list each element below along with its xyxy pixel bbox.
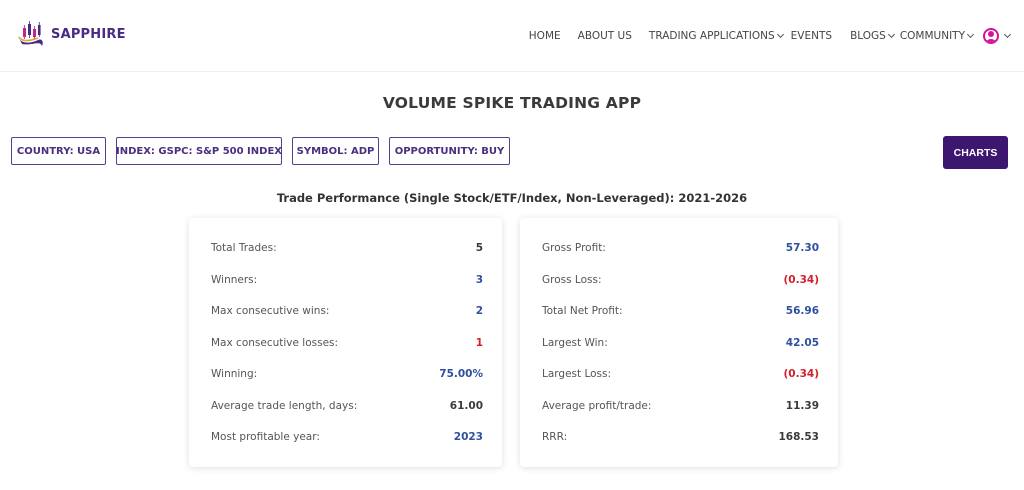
charts-button[interactable]: CHARTS bbox=[943, 136, 1008, 169]
stat-value: 168.53 bbox=[778, 431, 819, 443]
stat-value: (0.34) bbox=[783, 274, 819, 286]
performance-subtitle: Trade Performance (Single Stock/ETF/Inde… bbox=[276, 191, 748, 205]
filter-index[interactable]: INDEX: GSPC: S&P 500 INDEX bbox=[116, 137, 282, 165]
stat-value: 5 bbox=[475, 242, 483, 254]
stat-value: 61.00 bbox=[449, 400, 483, 412]
stat-row-average-trade-length: Average trade length, days: 61.00 bbox=[211, 398, 483, 414]
chevron-down-icon bbox=[1003, 30, 1012, 39]
stat-row-rrr: RRR: 168.53 bbox=[542, 429, 819, 445]
stat-label: Average profit/trade: bbox=[542, 400, 652, 412]
brand-logo[interactable]: SAPPHIRE bbox=[16, 20, 126, 48]
stat-label: Gross Loss: bbox=[542, 274, 602, 286]
page-title: VOLUME SPIKE TRADING APP bbox=[382, 94, 642, 112]
stat-value: 42.05 bbox=[785, 337, 819, 349]
stat-value: (0.34) bbox=[783, 368, 819, 380]
stat-value: 1 bbox=[475, 337, 483, 349]
stat-row-max-consecutive-wins: Max consecutive wins: 2 bbox=[211, 303, 483, 319]
main-nav: HOME ABOUT US TRADING APPLICATIONS EVENT… bbox=[529, 27, 1012, 45]
nav-home-label: HOME bbox=[528, 30, 561, 42]
filter-symbol-label: SYMBOL: ADP bbox=[296, 145, 375, 157]
stat-label: Max consecutive wins: bbox=[211, 305, 330, 317]
filter-symbol[interactable]: SYMBOL: ADP bbox=[292, 137, 379, 165]
stat-label: Winning: bbox=[211, 368, 258, 380]
nav-about-us[interactable]: ABOUT US bbox=[578, 30, 632, 42]
nav-about-us-label: ABOUT US bbox=[577, 30, 632, 42]
stat-label: Winners: bbox=[211, 274, 258, 286]
stat-value: 56.96 bbox=[785, 305, 819, 317]
stat-value: 57.30 bbox=[785, 242, 819, 254]
brand-name: SAPPHIRE bbox=[51, 26, 126, 42]
nav-trading-applications-label: TRADING APPLICATIONS bbox=[648, 30, 775, 42]
candlestick-logo-icon bbox=[18, 21, 43, 46]
stat-label: Max consecutive losses: bbox=[211, 337, 339, 349]
chevron-down-icon bbox=[776, 30, 784, 39]
stat-value: 11.39 bbox=[785, 400, 819, 412]
top-navbar: SAPPHIRE HOME ABOUT US TRADING APPLICATI… bbox=[0, 0, 1024, 72]
chevron-down-icon bbox=[887, 30, 895, 39]
stat-label: Total Trades: bbox=[211, 242, 277, 254]
stat-row-largest-win: Largest Win: 42.05 bbox=[542, 335, 819, 351]
filter-country-label: COUNTRY: USA bbox=[16, 145, 101, 157]
filter-country[interactable]: COUNTRY: USA bbox=[11, 137, 106, 165]
filter-opportunity-label: OPPORTUNITY: BUY bbox=[394, 145, 505, 157]
chevron-down-icon bbox=[966, 30, 975, 39]
nav-community-label: COMMUNITY bbox=[899, 30, 965, 42]
stat-row-average-profit-per-trade: Average profit/trade: 11.39 bbox=[542, 398, 819, 414]
nav-blogs-label: BLOGS bbox=[850, 30, 886, 42]
stat-value: 2 bbox=[475, 305, 483, 317]
stat-label: Total Net Profit: bbox=[542, 305, 623, 317]
trade-stats-card: Total Trades: 5 Winners: 3 Max consecutive… bbox=[189, 218, 502, 467]
stat-row-winning: Winning: 75.00% bbox=[211, 366, 483, 382]
stat-label: Gross Profit: bbox=[542, 242, 606, 254]
stat-label: Average trade length, days: bbox=[211, 400, 358, 412]
stat-value: 3 bbox=[475, 274, 483, 286]
profit-stats-card: Gross Profit: 57.30 Gross Loss: (0.34) Tot… bbox=[520, 218, 838, 467]
stat-row-max-consecutive-losses: Max consecutive losses: 1 bbox=[211, 335, 483, 351]
filter-index-label: INDEX: GSPC: S&P 500 INDEX bbox=[116, 145, 282, 157]
stat-row-total-trades: Total Trades: 5 bbox=[211, 240, 483, 256]
nav-events-label: EVENTS bbox=[790, 30, 833, 42]
profile-menu[interactable] bbox=[983, 28, 1012, 44]
stat-label: Largest Win: bbox=[542, 337, 608, 349]
stat-label: Largest Loss: bbox=[542, 368, 612, 380]
stat-row-winners: Winners: 3 bbox=[211, 272, 483, 288]
stat-row-gross-profit: Gross Profit: 57.30 bbox=[542, 240, 819, 256]
nav-home[interactable]: HOME bbox=[529, 30, 561, 42]
stat-row-total-net-profit: Total Net Profit: 56.96 bbox=[542, 303, 819, 319]
stat-row-largest-loss: Largest Loss: (0.34) bbox=[542, 366, 819, 382]
stat-label: Most profitable year: bbox=[211, 431, 320, 443]
nav-trading-applications[interactable]: TRADING APPLICATIONS bbox=[648, 30, 784, 42]
user-circle-icon bbox=[983, 28, 999, 44]
nav-blogs[interactable]: BLOGS bbox=[850, 30, 895, 42]
stat-value: 75.00% bbox=[439, 368, 483, 380]
nav-community[interactable]: COMMUNITY bbox=[899, 30, 975, 42]
nav-events[interactable]: EVENTS bbox=[791, 30, 832, 42]
stat-value: 2023 bbox=[453, 431, 483, 443]
stat-row-gross-loss: Gross Loss: (0.34) bbox=[542, 272, 819, 288]
stat-label: RRR: bbox=[542, 431, 568, 443]
filter-opportunity[interactable]: OPPORTUNITY: BUY bbox=[389, 137, 510, 165]
stat-row-most-profitable-year: Most profitable year: 2023 bbox=[211, 429, 483, 445]
